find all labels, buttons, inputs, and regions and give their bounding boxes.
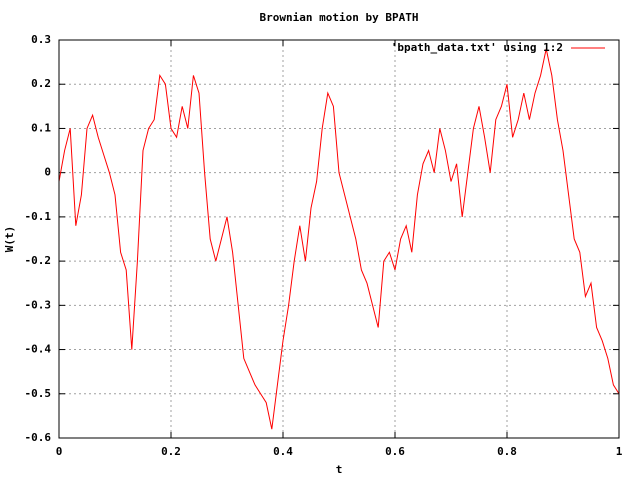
x-tick-label: 0.4 [273, 445, 293, 458]
y-tick-label: 0.2 [31, 77, 51, 90]
y-tick-label: 0 [44, 166, 51, 179]
y-tick-label: 0.1 [31, 121, 51, 134]
y-tick-label: 0.3 [31, 33, 51, 46]
y-tick-label: -0.5 [25, 387, 52, 400]
y-axis-label: W(t) [3, 226, 16, 253]
legend-label: 'bpath_data.txt' using 1:2 [391, 41, 563, 54]
y-tick-label: -0.1 [25, 210, 52, 223]
data-line [58, 48, 620, 430]
x-tick-label: 0 [56, 445, 63, 458]
y-tick-label: -0.4 [25, 343, 52, 356]
y-tick-label: -0.3 [25, 298, 52, 311]
x-tick-label: 1 [616, 445, 623, 458]
x-tick-label: 0.2 [161, 445, 181, 458]
plot-border [58, 39, 620, 439]
x-tick-label: 0.6 [385, 445, 405, 458]
chart-title: Brownian motion by BPATH [260, 11, 419, 24]
y-tick-label: -0.6 [25, 431, 52, 444]
y-tick-label: -0.2 [25, 254, 52, 267]
x-tick-label: 0.8 [497, 445, 517, 458]
x-axis-label: t [336, 463, 343, 476]
